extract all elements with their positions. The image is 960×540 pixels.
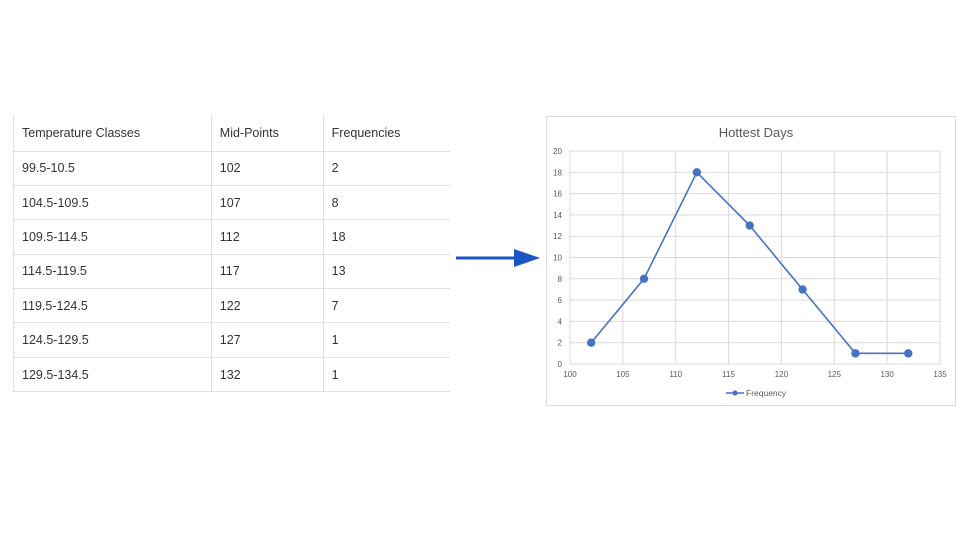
y-tick-label: 14 [553,211,562,220]
x-tick-label: 105 [616,370,630,379]
table-row: 109.5-114.5 112 18 [13,219,450,255]
cell-temperature-class: 114.5-119.5 [13,254,212,290]
cell-frequency: 18 [323,219,450,255]
x-tick-label: 110 [669,370,682,379]
series-line [590,170,909,355]
cell-mid-point: 132 [211,357,324,393]
x-tick-label: 135 [933,370,947,379]
frequency-table: Temperature Classes Mid-Points Frequenci… [13,115,450,393]
data-point [851,349,860,358]
cell-temperature-class: 124.5-129.5 [13,322,212,358]
cell-mid-point: 117 [211,254,324,290]
cell-mid-point: 112 [211,219,324,255]
x-tick-label: 125 [828,370,842,379]
y-tick-label: 2 [558,339,563,348]
cell-temperature-class: 99.5-10.5 [13,151,212,186]
header-mid-points: Mid-Points [211,115,324,152]
y-tick-label: 8 [558,275,563,284]
cell-frequency: 13 [323,254,450,290]
data-point [745,221,754,230]
cell-mid-point: 107 [211,185,324,221]
table-header-row: Temperature Classes Mid-Points Frequenci… [13,115,450,152]
y-tick-label: 16 [553,190,562,199]
y-tick-label: 20 [553,147,562,156]
cell-frequency: 1 [323,357,450,393]
y-tick-label: 18 [553,168,562,177]
x-tick-label: 120 [775,370,789,379]
table-row: 99.5-10.5 102 2 [13,151,450,186]
cell-temperature-class: 129.5-134.5 [13,357,212,393]
cell-temperature-class: 104.5-109.5 [13,185,212,221]
header-temperature-classes: Temperature Classes [13,115,212,152]
cell-mid-point: 122 [211,288,324,324]
y-tick-label: 6 [558,296,563,305]
table-row: 129.5-134.5 132 1 [13,357,450,393]
line-chart: Hottest Days 0 2 4 6 8 10 12 14 16 18 20 100 105 110 1… [546,116,956,406]
header-frequencies: Frequencies [323,115,450,152]
cell-temperature-class: 109.5-114.5 [13,219,212,255]
cell-frequency: 1 [323,322,450,358]
data-point [639,274,649,283]
y-tick-label: 12 [553,232,562,241]
arrow-right-icon [456,249,540,267]
x-tick-label: 115 [722,370,735,379]
cell-mid-point: 127 [211,322,324,358]
chart-canvas: Hottest Days 0 2 4 6 8 10 12 14 16 18 20 100 105 110 1… [553,125,947,398]
chart-title: Hottest Days [719,125,794,140]
data-point [904,349,913,358]
cell-mid-point: 102 [211,151,324,186]
cell-frequency: 8 [323,185,450,221]
x-tick-label: 130 [880,370,894,379]
cell-temperature-class: 119.5-124.5 [13,288,212,324]
legend-label: Frequency [746,388,787,398]
table-row: 119.5-124.5 122 7 [13,288,450,324]
data-point [692,168,702,177]
y-tick-label: 0 [558,360,563,369]
y-tick-label: 10 [553,254,562,263]
legend-marker-icon [732,390,738,396]
table-row: 114.5-119.5 117 13 [13,254,450,290]
data-point [586,338,596,347]
data-point [798,285,807,294]
cell-frequency: 7 [323,288,450,324]
y-tick-label: 4 [558,317,563,326]
x-tick-label: 100 [563,370,577,379]
cell-frequency: 2 [323,151,450,186]
table-row: 124.5-129.5 127 1 [13,322,450,358]
table-row: 104.5-109.5 107 8 [13,185,450,221]
